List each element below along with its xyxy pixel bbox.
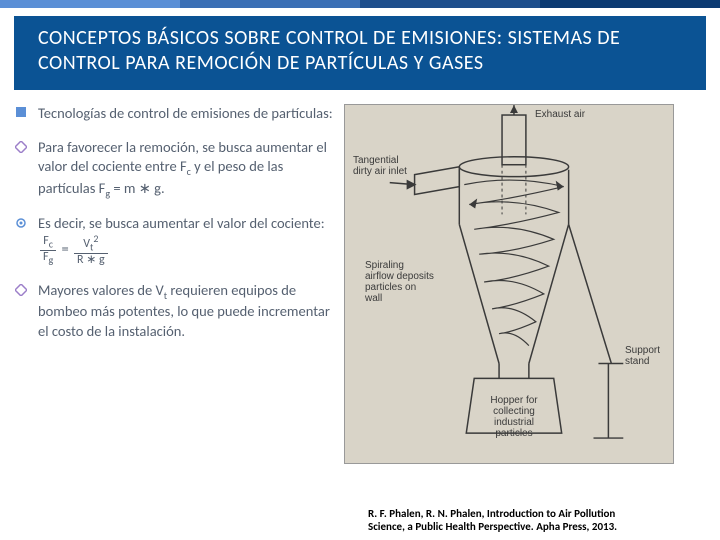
cyclone-diagram: Exhaust air Tangential dirty air inlet S… xyxy=(344,104,674,464)
citation: R. F. Phalen, R. N. Phalen, Introduction… xyxy=(368,507,708,535)
top-accent-bar xyxy=(0,0,720,8)
label-exhaust: Exhaust air xyxy=(535,109,585,120)
label-support: Support stand xyxy=(625,345,670,367)
top-bar-seg-4 xyxy=(540,0,720,8)
citation-line-1: R. F. Phalen, R. N. Phalen, Introduction… xyxy=(368,507,615,520)
bullet-item: Tecnologías de control de emisiones de p… xyxy=(14,104,334,124)
diamond-icon xyxy=(14,138,28,200)
label-hopper: Hopper for collecting industrial particl… xyxy=(479,395,549,439)
content-area: Tecnologías de control de emisiones de p… xyxy=(0,90,720,464)
square-icon xyxy=(14,104,28,124)
bullet-text: Para favorecer la remoción, se busca aum… xyxy=(38,138,334,200)
diamond-icon xyxy=(14,281,28,342)
slide-title: CONCEPTOS BÁSICOS SOBRE CONTROL DE EMISI… xyxy=(38,26,682,76)
slide-header: CONCEPTOS BÁSICOS SOBRE CONTROL DE EMISI… xyxy=(14,16,706,90)
label-inlet: Tangential dirty air inlet xyxy=(353,155,413,177)
bullet-item: Mayores valores de Vt requieren equipos … xyxy=(14,281,334,342)
gear-icon xyxy=(14,214,28,267)
diagram-column: Exhaust air Tangential dirty air inlet S… xyxy=(344,104,706,464)
bullet-text: Es decir, se busca aumentar el valor del… xyxy=(38,214,334,267)
top-bar-seg-3 xyxy=(360,0,540,8)
top-bar-seg-2 xyxy=(180,0,360,8)
bullet-list: Tecnologías de control de emisiones de p… xyxy=(14,104,334,464)
bullet-item: Es decir, se busca aumentar el valor del… xyxy=(14,214,334,267)
bullet-text: Mayores valores de Vt requieren equipos … xyxy=(38,281,334,342)
bullet-text: Tecnologías de control de emisiones de p… xyxy=(38,104,334,124)
label-spiral: Spiraling airflow deposits particles on … xyxy=(365,260,435,304)
top-bar-seg-1 xyxy=(0,0,180,8)
citation-line-2: Science, a Public Health Perspective. Ap… xyxy=(368,520,617,533)
bullet-item: Para favorecer la remoción, se busca aum… xyxy=(14,138,334,200)
